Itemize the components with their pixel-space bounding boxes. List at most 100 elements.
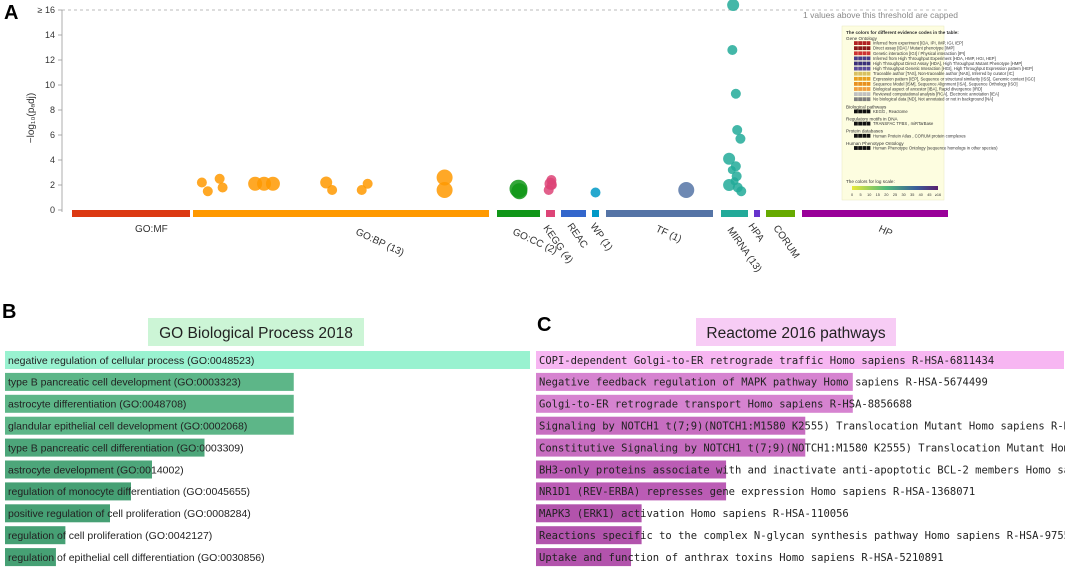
source-band — [766, 210, 795, 217]
legend-row-text: Sequence Model [ISM], Sequence Alignment… — [873, 81, 1018, 86]
bar[interactable] — [5, 372, 294, 391]
source-label: REAC — [565, 221, 590, 250]
source-band — [72, 210, 190, 217]
bar[interactable] — [5, 438, 205, 457]
source-label: WP (1) — [588, 221, 615, 253]
source-label: GO:BP (13) — [354, 227, 406, 259]
data-point[interactable] — [730, 177, 739, 186]
legend-swatch — [866, 97, 871, 102]
bar[interactable] — [5, 460, 152, 479]
bar-label: NR1D1 (REV-ERBA) represses gene expressi… — [539, 486, 975, 498]
data-point[interactable] — [723, 152, 736, 165]
data-point[interactable] — [736, 186, 747, 197]
legend-swatch — [858, 56, 862, 61]
bar[interactable] — [5, 504, 110, 523]
data-point[interactable] — [732, 125, 743, 135]
legend-row-text: High Throughput Genetic Interaction [HGI… — [873, 66, 1033, 71]
data-point[interactable] — [735, 133, 746, 144]
data-point[interactable] — [202, 186, 213, 197]
scale-tick: ≥16 — [935, 193, 941, 197]
bar[interactable] — [5, 416, 294, 435]
data-point[interactable] — [678, 182, 695, 198]
bar[interactable] — [536, 482, 727, 501]
y-ticks: 0 2 4 6 8 10 12 14 ≥ 16 — [38, 5, 62, 215]
legend-section-head: Regulatory motifs in DNA — [846, 117, 899, 122]
source-label: TF (1) — [654, 224, 683, 245]
source-band — [606, 210, 713, 217]
legend-row-text: Human Protein Atlas , CORUM protein comp… — [873, 133, 966, 138]
data-point[interactable] — [327, 185, 338, 195]
bar[interactable] — [5, 482, 131, 501]
reactome-title-bg — [696, 318, 896, 346]
bar-label: regulation of cell proliferation (GO:004… — [8, 530, 212, 542]
bar[interactable] — [536, 504, 642, 523]
data-point[interactable] — [362, 178, 373, 189]
bar[interactable] — [536, 394, 853, 413]
bar-label: Reactions specific to the complex N-glyc… — [539, 530, 1065, 542]
bar[interactable] — [536, 351, 1064, 369]
bar[interactable] — [536, 416, 806, 435]
legend-swatch — [858, 61, 862, 66]
bar-label: COPI-dependent Golgi-to-ER retrograde tr… — [539, 355, 994, 367]
data-point[interactable] — [214, 173, 225, 184]
legend-swatch — [854, 146, 858, 150]
data-point[interactable] — [546, 180, 557, 190]
panel-letter-b: B — [2, 301, 16, 323]
legend-swatch — [862, 109, 867, 114]
legend-swatch — [854, 92, 858, 96]
data-point[interactable] — [356, 185, 367, 195]
legend-section-head: Biological pathways — [846, 104, 887, 109]
bar-label: Golgi-to-ER retrograde transport Homo sa… — [539, 399, 912, 411]
scale-tick: 40 — [919, 193, 923, 197]
go-bp-title: GO Biological Process 2018 — [159, 325, 353, 342]
y-tick-label: ≥ 16 — [38, 5, 55, 15]
legend-swatch — [854, 133, 858, 138]
bar[interactable] — [536, 548, 632, 567]
legend-row-text: TRANSFAC TFBS , miRTarBase — [873, 121, 934, 126]
data-point[interactable] — [265, 176, 280, 191]
legend-swatch — [866, 121, 871, 126]
bar[interactable] — [536, 438, 806, 457]
data-point[interactable] — [436, 182, 453, 198]
bar-label: glandular epithelial cell development (G… — [8, 421, 247, 433]
data-point[interactable] — [217, 182, 228, 193]
bar-label: Constitutive Signaling by NOTCH1 t(7;9)(… — [539, 442, 1065, 454]
data-point[interactable] — [511, 183, 528, 200]
bar[interactable] — [536, 372, 853, 391]
reactome-chart: Reactome 2016 pathways COPI-dependent Go… — [536, 318, 1065, 567]
legend-row-text: KEGG , Reactome — [873, 109, 908, 114]
bar[interactable] — [5, 526, 66, 545]
bar[interactable] — [5, 351, 530, 369]
legend-swatch — [854, 97, 858, 102]
legend-swatch — [866, 87, 871, 91]
data-point[interactable] — [436, 169, 453, 186]
data-point[interactable] — [730, 88, 741, 99]
legend-swatch — [858, 51, 862, 56]
data-point[interactable] — [727, 45, 738, 55]
legend-swatch — [862, 56, 867, 61]
bar[interactable] — [5, 548, 56, 567]
legend-swatch — [858, 66, 862, 71]
scale-tick: 45 — [927, 193, 931, 197]
legend-swatch — [858, 97, 862, 102]
legend-row-text: Direct assay [IDA] / Mutant phenotype [I… — [873, 46, 954, 51]
data-point[interactable] — [590, 187, 601, 198]
bar[interactable] — [536, 526, 642, 545]
data-point[interactable] — [196, 177, 207, 188]
data-point[interactable] — [320, 176, 333, 189]
scale-tick: 30 — [901, 193, 905, 197]
scale-tick: 10 — [867, 193, 871, 197]
legend-swatch — [854, 51, 858, 56]
scale-tick: 20 — [884, 193, 888, 197]
legend-swatch — [866, 109, 871, 114]
bar-label: Signaling by NOTCH1 t(7;9)(NOTCH1:M1580 … — [539, 421, 1065, 433]
legend-swatch — [858, 46, 862, 51]
legend-swatch — [862, 97, 867, 102]
data-point[interactable] — [727, 0, 740, 11]
bar[interactable] — [5, 394, 294, 413]
data-point[interactable] — [727, 166, 736, 174]
y-tick-label: 14 — [45, 30, 55, 40]
bar[interactable] — [536, 460, 727, 479]
legend-swatch — [862, 66, 867, 71]
